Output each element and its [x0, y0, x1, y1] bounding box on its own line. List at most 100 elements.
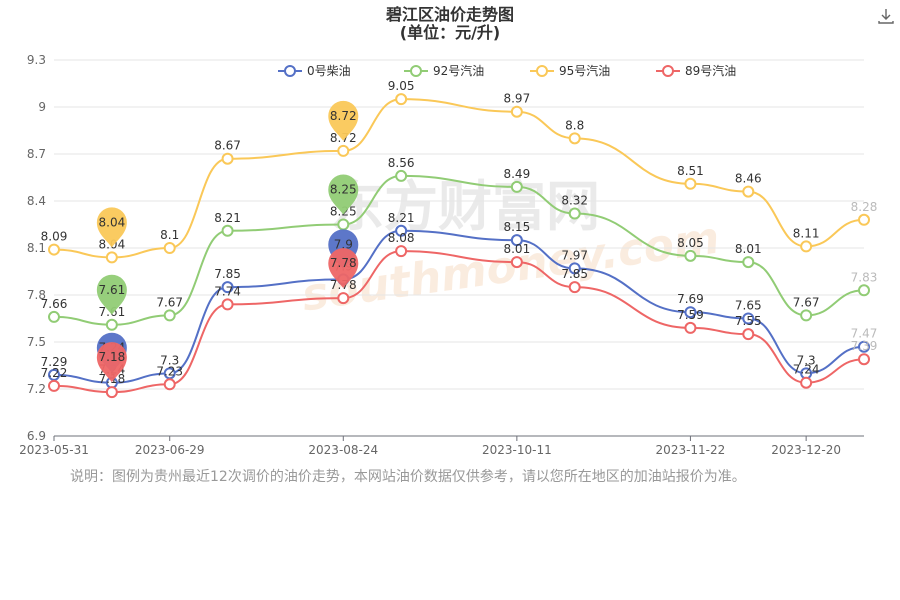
data-point: [568, 132, 581, 145]
pin-marker: 8.25: [328, 174, 359, 215]
pin-shape: [96, 342, 127, 383]
data-point: [395, 93, 408, 106]
data-point: [395, 169, 408, 182]
pin-marker: 7.78: [328, 248, 359, 289]
data-label: 9.05: [388, 79, 415, 93]
legend-label: 0号柴油: [307, 64, 351, 78]
legend: 0号柴油 92号汽油 95号汽油 89号汽油: [278, 63, 736, 78]
x-tick-label: 2023-11-22: [656, 443, 726, 457]
axes: 6.9 7.2 7.5 7.8 8.1 8.4 8.7 9 9.3 2023-05-31 2023-…: [19, 53, 864, 457]
data-label: 8.49: [503, 167, 530, 181]
data-point: [105, 318, 118, 331]
data-point: [800, 376, 813, 389]
data-point: [163, 242, 176, 254]
pin-shape: [328, 100, 359, 141]
data-label: 8.05: [677, 236, 704, 250]
data-point: [568, 262, 581, 275]
data-label: 8.11: [793, 226, 820, 240]
data-label: 7.22: [41, 366, 68, 380]
data-label: 7.67: [156, 295, 183, 309]
x-tick-label: 2023-10-11: [482, 443, 552, 457]
data-label: 8.46: [735, 172, 762, 186]
data-label: 7.47: [851, 327, 878, 341]
data-label: 8.01: [735, 242, 762, 256]
data-label: 7.85: [214, 267, 241, 281]
pin-marker: 7.61: [96, 274, 127, 315]
data-point: [48, 379, 60, 392]
y-tick-label: 8.4: [27, 194, 46, 208]
data-point: [510, 105, 523, 118]
y-tick-label: 7.8: [27, 288, 46, 302]
data-point: [800, 309, 813, 322]
y-tick-label: 9: [38, 100, 46, 114]
data-point: [395, 245, 408, 258]
x-tick-label: 2023-06-29: [135, 443, 205, 457]
data-point: [510, 180, 523, 193]
pin-shape: [328, 248, 359, 289]
data-label: 8.28: [851, 200, 878, 214]
data-point: [337, 218, 350, 231]
download-icon[interactable]: [878, 9, 894, 24]
data-label: 8.56: [388, 156, 415, 170]
y-tick-label: 9.3: [27, 53, 46, 67]
data-point: [858, 340, 870, 353]
data-label: 8.67: [214, 139, 241, 153]
data-point: [337, 144, 350, 157]
data-point: [684, 177, 697, 190]
data-point: [858, 284, 870, 297]
data-label: 8.01: [503, 242, 530, 256]
grid: [54, 59, 864, 437]
data-label: 8.51: [677, 164, 704, 178]
pin-label: 7.78: [330, 256, 357, 270]
data-label: 7.97: [561, 248, 588, 262]
data-point: [221, 281, 234, 294]
pin-label: 7.18: [98, 350, 125, 364]
data-label: 8.09: [41, 230, 68, 244]
data-point: [568, 281, 581, 294]
x-tick-label: 2023-08-24: [308, 443, 378, 457]
data-point: [163, 378, 176, 391]
pin-shape: [328, 174, 359, 215]
data-label: 7.83: [851, 270, 878, 284]
data-point: [48, 243, 60, 256]
data-point: [568, 207, 581, 220]
data-points: [48, 93, 870, 399]
pin-shape: [96, 274, 127, 315]
legend-symbol: [284, 65, 296, 77]
data-point: [742, 185, 755, 198]
data-point: [800, 240, 813, 253]
chart-note: 说明：图例为贵州最近12次调价的油价走势，本网站油价数据仅供参考，请以您所在地区…: [70, 469, 746, 485]
chart-title: 碧江区油价走势图: [385, 5, 514, 24]
data-label: 7.55: [735, 314, 762, 328]
y-tick-label: 7.5: [27, 335, 46, 349]
data-point: [221, 298, 234, 311]
data-point: [684, 249, 697, 262]
data-point: [742, 256, 755, 269]
data-label: 7.65: [735, 299, 762, 313]
pin-label: 8.04: [98, 215, 125, 229]
data-point: [395, 224, 408, 237]
legend-label: 95号汽油: [559, 63, 610, 78]
legend-symbol: [410, 65, 422, 77]
data-point: [510, 234, 523, 247]
y-tick-label: 7.2: [27, 382, 46, 396]
data-point: [337, 292, 350, 305]
pin-label: 7.9: [334, 237, 353, 251]
data-point: [105, 386, 118, 399]
y-tick-label: 6.9: [27, 429, 46, 443]
data-label: 7.29: [41, 355, 68, 369]
pin-marker: 7.18: [96, 342, 127, 383]
markers: 7.247.97.618.258.048.727.187.78: [96, 100, 359, 383]
data-label: 8.08: [388, 231, 415, 245]
data-label: 7.3: [160, 353, 179, 367]
data-label: 7.74: [214, 284, 241, 298]
data-point: [163, 309, 176, 322]
y-tick-label: 8.7: [27, 147, 46, 161]
pin-marker: 8.72: [328, 100, 359, 141]
data-label: 7.85: [561, 267, 588, 281]
data-label: 8.15: [503, 220, 530, 234]
data-label: 8.8: [565, 118, 584, 132]
data-point: [684, 306, 697, 319]
data-label: 7.66: [41, 297, 68, 311]
